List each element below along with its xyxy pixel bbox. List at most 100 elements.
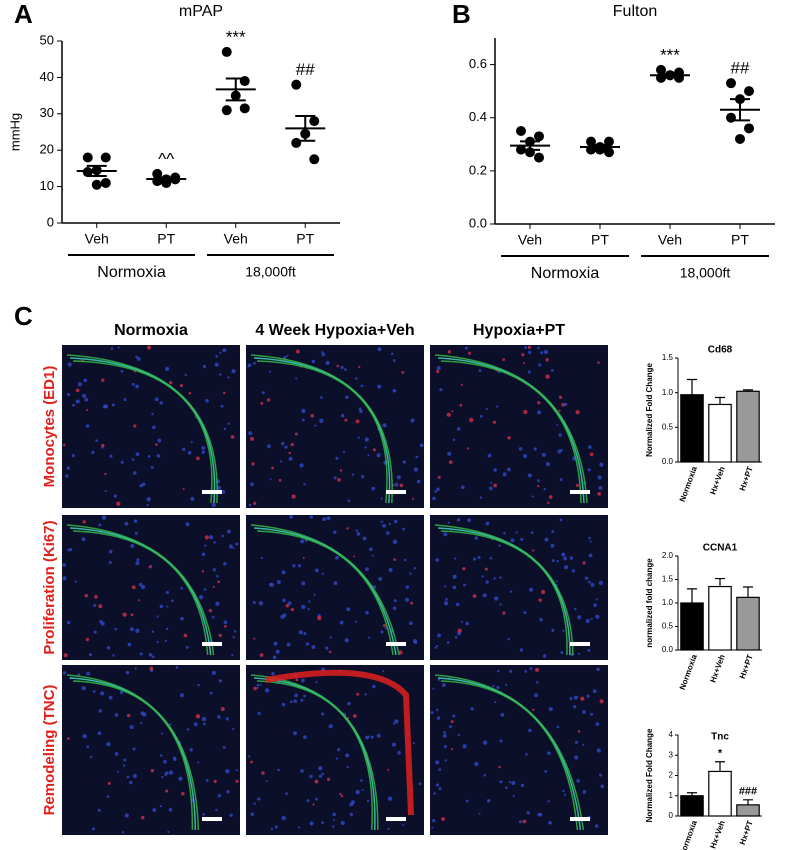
cell-dot [185,645,189,649]
cell-dot [496,405,499,408]
cell-dot [539,813,543,817]
cell-dot [392,606,397,610]
cell-dot [94,594,98,599]
cell-dot [357,436,360,439]
cell-dot [447,521,450,524]
cell-dot [372,684,376,689]
cell-dot [165,590,169,595]
cell-dot [360,779,363,782]
cell-dot [366,799,370,803]
cell-dot [355,419,360,424]
cell-dot [256,686,259,689]
cell-dot [314,779,319,784]
x-tick-label: Veh [518,232,542,248]
scale-bar [202,817,222,821]
cell-dot [119,690,124,695]
cell-dot [132,774,137,779]
cell-dot [559,478,563,482]
cell-dot [179,384,183,388]
cell-dot [496,686,500,690]
cell-dot [435,783,440,787]
cell-dot [571,569,576,573]
cell-dot [561,402,566,407]
cell-dot [543,349,549,355]
cell-dot [86,745,90,749]
y-tick-label: 0.4 [469,109,487,124]
cell-dot [573,695,579,700]
cell-dot [489,556,493,560]
cell-dot [599,462,604,467]
cell-dot [67,548,70,552]
cell-dot [497,669,500,673]
cell-dot [197,683,200,687]
cell-dot [116,770,119,773]
cell-dot [291,494,296,499]
cell-dot [477,555,481,559]
cell-dot [346,527,349,530]
cell-dot [444,759,447,762]
cell-dot [282,598,286,603]
cell-dot [512,794,515,797]
cell-dot [472,594,477,598]
cell-dot [470,707,474,711]
cell-dot [435,558,440,562]
cell-dot [447,451,452,456]
y-tick-label: 2.0 [662,551,674,560]
cell-dot [493,468,497,472]
cell-dot [492,420,497,424]
scale-bar [202,490,222,494]
cell-dot [437,678,441,681]
cell-dot [325,646,329,650]
cell-dot [197,761,200,764]
cell-dot [534,693,539,698]
cell-dot [180,586,184,590]
cell-dot [97,808,101,812]
cell-dot [582,561,586,565]
cell-dot [438,768,442,772]
cell-dot [494,701,497,704]
cell-dot [560,651,564,655]
cell-dot [171,599,174,603]
cell-dot [92,690,96,693]
cell-dot [219,351,222,355]
cell-dot [528,587,534,592]
cell-dot [386,531,390,535]
sem-bar [295,114,316,142]
cell-dot [445,598,448,601]
cell-dot [299,463,304,468]
cell-dot [392,722,396,725]
cell-dot [321,712,325,716]
cell-dot [253,501,257,505]
cell-dot [479,415,483,418]
significance-label: ### [739,786,757,798]
cell-dot [543,488,546,491]
scale-bar [202,642,222,646]
cell-dot [457,628,462,633]
cell-dot [101,378,105,382]
data-point [534,131,544,142]
cell-dot [114,627,118,631]
cell-dot [372,448,376,452]
cell-dot [548,820,552,825]
data-point [291,79,302,90]
cell-dot [321,572,324,575]
cell-dot [587,648,591,652]
cell-dot [150,465,154,469]
tnc-stain [265,669,414,816]
cell-dot [315,797,318,801]
cell-dot [380,630,384,634]
cell-dot [259,653,264,657]
cell-dot [106,795,110,798]
cell-dot [127,642,132,647]
cell-dot [98,604,103,609]
cell-dot [432,687,435,690]
cell-dot [250,812,255,817]
error-bar [743,586,753,598]
cell-dot [358,365,361,369]
data-point [82,167,93,178]
cell-dot [75,388,80,393]
cell-dot [182,487,185,491]
cell-dot [349,802,354,807]
x-tick-label: Normoxia [678,819,699,850]
error-bar [715,396,725,405]
